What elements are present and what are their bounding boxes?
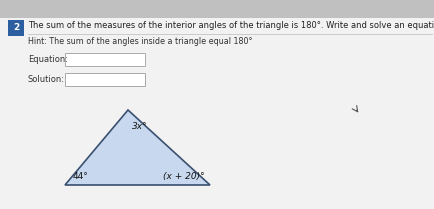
Text: 44°: 44° (73, 172, 89, 181)
Polygon shape (65, 110, 210, 185)
FancyBboxPatch shape (0, 18, 434, 209)
Text: 2: 2 (13, 23, 19, 33)
Text: 3x°: 3x° (132, 122, 147, 131)
FancyBboxPatch shape (65, 53, 145, 66)
Text: The sum of the measures of the interior angles of the triangle is 180°. Write an: The sum of the measures of the interior … (28, 20, 434, 29)
Text: Hint: The sum of the angles inside a triangle equal 180°: Hint: The sum of the angles inside a tri… (28, 37, 252, 46)
FancyBboxPatch shape (65, 73, 145, 86)
FancyBboxPatch shape (0, 0, 434, 18)
Text: Equation:: Equation: (28, 56, 68, 65)
Text: (x + 20)°: (x + 20)° (163, 172, 204, 181)
Text: Solution:: Solution: (28, 75, 65, 84)
FancyBboxPatch shape (8, 20, 24, 36)
